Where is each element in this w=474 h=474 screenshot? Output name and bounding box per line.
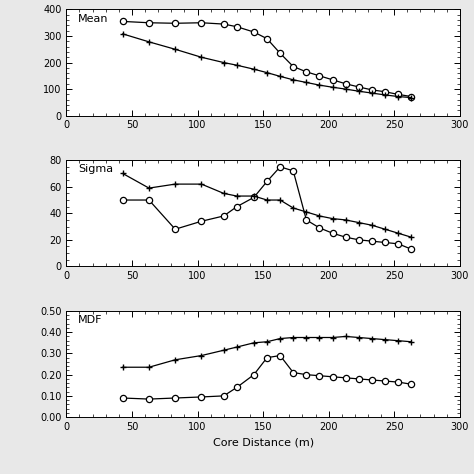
Text: Sigma: Sigma xyxy=(78,164,113,174)
Text: MDF: MDF xyxy=(78,315,103,325)
X-axis label: Core Distance (m): Core Distance (m) xyxy=(212,438,314,447)
Text: Mean: Mean xyxy=(78,14,109,24)
